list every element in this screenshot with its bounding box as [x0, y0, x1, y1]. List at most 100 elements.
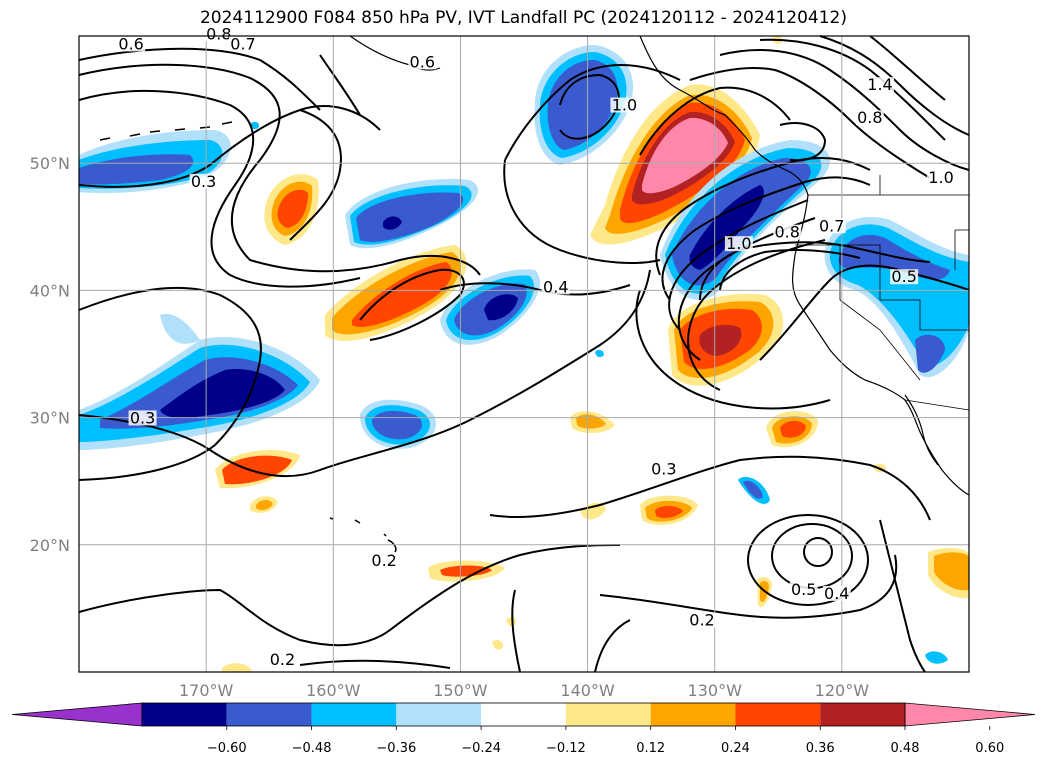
contour-inner-1 — [289, 109, 342, 241]
contour-label-halo — [822, 585, 851, 601]
contour-label: 0.8 — [773, 223, 802, 242]
contour-0.5 — [759, 264, 970, 361]
contour-0.7 — [699, 241, 931, 301]
pv-blob-small-3-red — [655, 505, 683, 519]
coast-baja — [864, 379, 970, 496]
longitude-labels: 170°W 160°W 150°W 140°W 130°W 120°W — [179, 681, 869, 700]
contour-label-halo — [370, 552, 399, 568]
contour-label-text: 0.7 — [819, 216, 844, 235]
contour-label-text: 0.4 — [824, 584, 849, 603]
colorbar-frame — [141, 702, 906, 727]
pv-blob-small-9 — [492, 639, 504, 650]
colorbar-segment — [565, 703, 651, 726]
contour-label-halo — [128, 410, 157, 426]
contour-gulf-inner — [559, 73, 620, 140]
pv-neg-50n-royal — [79, 154, 194, 185]
colorbar: −0.60 −0.48 −0.36 −0.24 −0.12 0.12 0.24 0.36 0.4… — [11, 702, 1036, 756]
contour-0.3-south — [78, 269, 651, 478]
contour-label-halo — [724, 236, 753, 252]
contour-label-text: 0.2 — [270, 650, 295, 669]
contour-label-halo — [855, 110, 884, 126]
pv-neg-45n-navy — [383, 216, 402, 230]
contour-label: 1.0 — [610, 96, 639, 115]
colorbar-segment — [735, 703, 821, 726]
contour-label: 0.3 — [189, 172, 218, 191]
coast-aleutian-islands — [99, 121, 233, 141]
contour-0.2-east — [599, 554, 898, 619]
lat-tick-label: 20°N — [30, 536, 70, 555]
contour-label-text: 1.0 — [612, 96, 637, 115]
figure-title: 2024112900 F084 850 hPa PV, IVT Landfall… — [199, 8, 847, 28]
contour-label-text: 0.2 — [689, 611, 714, 630]
colorbar-tick-label: −0.48 — [292, 741, 332, 756]
contour-ridge-1 — [655, 157, 871, 276]
pv-blob-small-10 — [222, 663, 252, 672]
border-east — [954, 229, 969, 270]
map-panel: 0.60.80.70.60.31.01.40.81.01.00.8 0.70.50… — [78, 24, 970, 673]
contour-label-halo — [408, 54, 437, 70]
gridlines — [79, 36, 969, 672]
contour-label-text: 0.3 — [130, 408, 155, 427]
pv-neg-33n-lightblue-2 — [160, 314, 200, 344]
contour-high-inner — [803, 537, 833, 567]
colorbar-segment — [226, 703, 312, 726]
contour-label: 0.3 — [649, 459, 678, 478]
contour-1.0-bc — [639, 86, 791, 156]
contour-label-halo — [229, 36, 258, 52]
contour-label: 1.0 — [724, 234, 753, 253]
contour-ridge-3 — [668, 199, 809, 331]
contour-label: 0.4 — [822, 584, 851, 603]
political-borders — [795, 175, 970, 411]
pv-neg-gulf-royal — [547, 60, 618, 150]
contour-label-text: 0.3 — [651, 459, 676, 478]
contour-gulf-loop — [503, 159, 661, 264]
contour-40n-loop — [359, 268, 465, 341]
lon-tick-label: 170°W — [179, 681, 234, 700]
colorbar-extend-max — [904, 702, 1036, 727]
contour-1.4d — [869, 35, 946, 101]
pv-blob-small-4-red — [780, 420, 806, 438]
pv-neg-33n-navy — [160, 369, 285, 418]
contour-label: 0.5 — [890, 267, 919, 286]
contour-label: 0.3 — [128, 408, 157, 427]
colorbar-segment — [311, 703, 397, 726]
lat-tick-label: 30°N — [30, 409, 70, 428]
colorbar-tick-label: 0.60 — [975, 741, 1004, 756]
contour-label-halo — [688, 612, 716, 628]
contour-label-text: 0.5 — [791, 580, 816, 599]
colorbar-tick-label: −0.12 — [546, 741, 586, 756]
contour-0.2 — [78, 544, 621, 647]
colorbar-segment — [650, 703, 736, 726]
colorbar-tick-label: −0.36 — [376, 741, 416, 756]
colorbar-tick-label: 0.24 — [721, 741, 750, 756]
contour-0.3b — [78, 89, 361, 288]
contour-label: 0.5 — [789, 580, 818, 599]
contour-label-text: 1.0 — [726, 234, 751, 253]
contour-1.0-north — [689, 67, 931, 179]
contour-0.6 — [78, 47, 321, 111]
contour-label: 0.4 — [541, 277, 570, 296]
contour-label-halo — [610, 97, 639, 113]
colorbar-tick-label: −0.24 — [461, 741, 501, 756]
pv-neg-40n-navy — [484, 294, 518, 321]
contour-label-halo — [268, 652, 297, 668]
contour-label-text: 0.2 — [371, 551, 396, 570]
contour-0.8 — [719, 249, 861, 291]
contour-label-halo — [773, 224, 802, 240]
pv-neg-small-2 — [925, 651, 948, 664]
contour-label-halo — [541, 279, 570, 295]
contour-label-text: 0.8 — [774, 223, 799, 242]
contour-label-text: 0.5 — [891, 267, 916, 286]
pv-blob-47n-red — [277, 189, 308, 228]
contour-label-text: 1.4 — [867, 75, 892, 94]
contour-label-text: 0.3 — [191, 172, 216, 191]
contour-inner-2 — [319, 54, 361, 116]
contour-0.2-mid — [511, 589, 521, 673]
pv-plume-pink — [642, 117, 728, 194]
contour-0.3-lower — [78, 286, 262, 481]
lat-tick-label: 50°N — [30, 154, 70, 173]
colorbar-segment — [396, 703, 482, 726]
contour-label-text: 1.0 — [928, 168, 953, 187]
